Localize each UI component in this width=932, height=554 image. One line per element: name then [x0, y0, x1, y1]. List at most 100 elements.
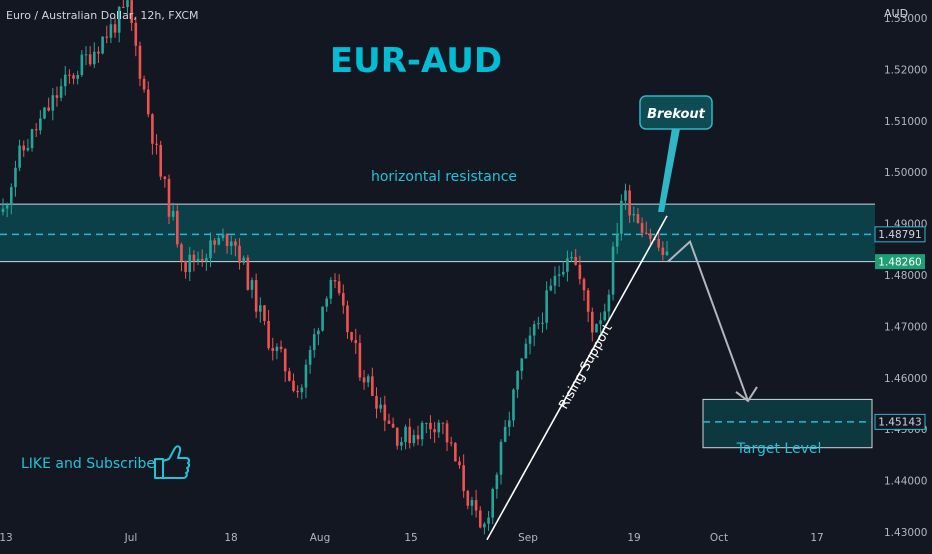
time-tick-label: 18 [224, 532, 237, 544]
candle-body [649, 233, 652, 239]
candle-body [582, 279, 586, 291]
candle-body [644, 232, 648, 234]
candle-body [34, 129, 38, 131]
breakout-callout[interactable] [639, 95, 713, 130]
candle-body [404, 426, 407, 442]
candle-body [325, 298, 328, 307]
projection-arrowhead [735, 386, 758, 403]
candle-body [122, 6, 125, 8]
candle-body [225, 233, 229, 247]
time-tick-label: 17 [810, 532, 823, 544]
candle-body [242, 257, 245, 263]
candle-body [234, 241, 237, 246]
candle-body [205, 258, 208, 262]
candle-body [63, 74, 67, 87]
symbol-label[interactable]: Euro / Australian Dollar, 12h, FXCM [6, 9, 199, 22]
candle-body [429, 422, 432, 430]
candle-body [487, 517, 490, 524]
candle-body [22, 145, 26, 151]
candle-body [441, 422, 445, 424]
candle-body [433, 429, 436, 433]
time-tick-label: 13 [0, 532, 13, 544]
candle-body [391, 423, 395, 428]
candle-body [109, 24, 113, 38]
candle-body [586, 290, 590, 312]
candle-body [88, 54, 92, 65]
candle-body [146, 89, 150, 115]
candle-body [18, 145, 21, 168]
candle-body [499, 441, 503, 475]
candle-body [640, 223, 644, 233]
candle-body [458, 461, 461, 466]
candle-body [126, 0, 129, 8]
breakout-label: Brekout [647, 107, 706, 122]
candle-body [474, 500, 478, 511]
candle-body [196, 258, 200, 262]
candle-body [524, 343, 528, 359]
candle-body [329, 279, 333, 299]
candle-body [454, 442, 457, 462]
candle-body [395, 427, 399, 446]
breakout-callout-pointer [658, 128, 680, 212]
candle-body [80, 54, 84, 76]
candle-body [425, 422, 428, 424]
candle-body [665, 251, 669, 255]
candle-body [632, 214, 636, 216]
candle-body [26, 148, 30, 151]
target-price-tag: 1.45143 [874, 413, 926, 430]
candle-body [599, 320, 602, 325]
candle-body [5, 205, 9, 209]
price-tick-label: 1.50000 [884, 167, 927, 179]
projection-arrow[interactable] [667, 239, 749, 402]
candle-body [267, 320, 270, 349]
resistance-zone[interactable] [0, 204, 875, 262]
candle-body [516, 370, 519, 390]
candle-body [221, 233, 225, 238]
candle-body [520, 358, 524, 371]
candle-body [350, 332, 353, 341]
rising-support-line[interactable] [486, 215, 668, 541]
candle-body [30, 129, 34, 149]
time-tick-label: 19 [627, 532, 640, 544]
candle-body [117, 6, 121, 33]
candle-body [55, 95, 59, 98]
target-zone[interactable] [702, 398, 873, 449]
candle-body [138, 45, 142, 79]
zone-mid-price-tag-text: 1.48791 [878, 229, 921, 241]
candle-body [163, 176, 167, 180]
candle-body [1, 208, 5, 213]
candle-body [72, 75, 75, 79]
candle-body [503, 426, 507, 442]
candle-body [549, 285, 553, 291]
candle-body [14, 167, 17, 188]
candle-body [437, 422, 441, 433]
candle-body [366, 376, 370, 383]
candle-body [358, 343, 362, 378]
candle-body [574, 256, 577, 265]
candle-body [200, 258, 204, 262]
candle-body [553, 275, 557, 286]
candle-body [184, 261, 187, 273]
candle-body [229, 241, 233, 247]
candle-body [317, 330, 320, 335]
candle-body [400, 441, 403, 446]
candle-body [296, 390, 299, 393]
candle-body [383, 404, 387, 421]
zone-mid-price-tag: 1.48791 [874, 226, 926, 243]
time-axis[interactable]: 13 Jul 18 Aug 15 Sep 19 Oct 17 [0, 532, 824, 544]
candle-body [537, 323, 540, 325]
candle-body [59, 86, 63, 98]
candle-body [346, 305, 349, 333]
candle-body [171, 210, 175, 217]
target-level-label: Target Level [736, 441, 822, 457]
candle-body [445, 423, 449, 443]
candle-body [611, 246, 615, 295]
price-tick-label: 1.48000 [884, 270, 927, 282]
candle-body [491, 489, 494, 518]
candle-body [271, 348, 275, 351]
thumbs-up-icon[interactable] [154, 445, 191, 479]
candle-body [279, 346, 283, 350]
candle-body [159, 144, 162, 177]
